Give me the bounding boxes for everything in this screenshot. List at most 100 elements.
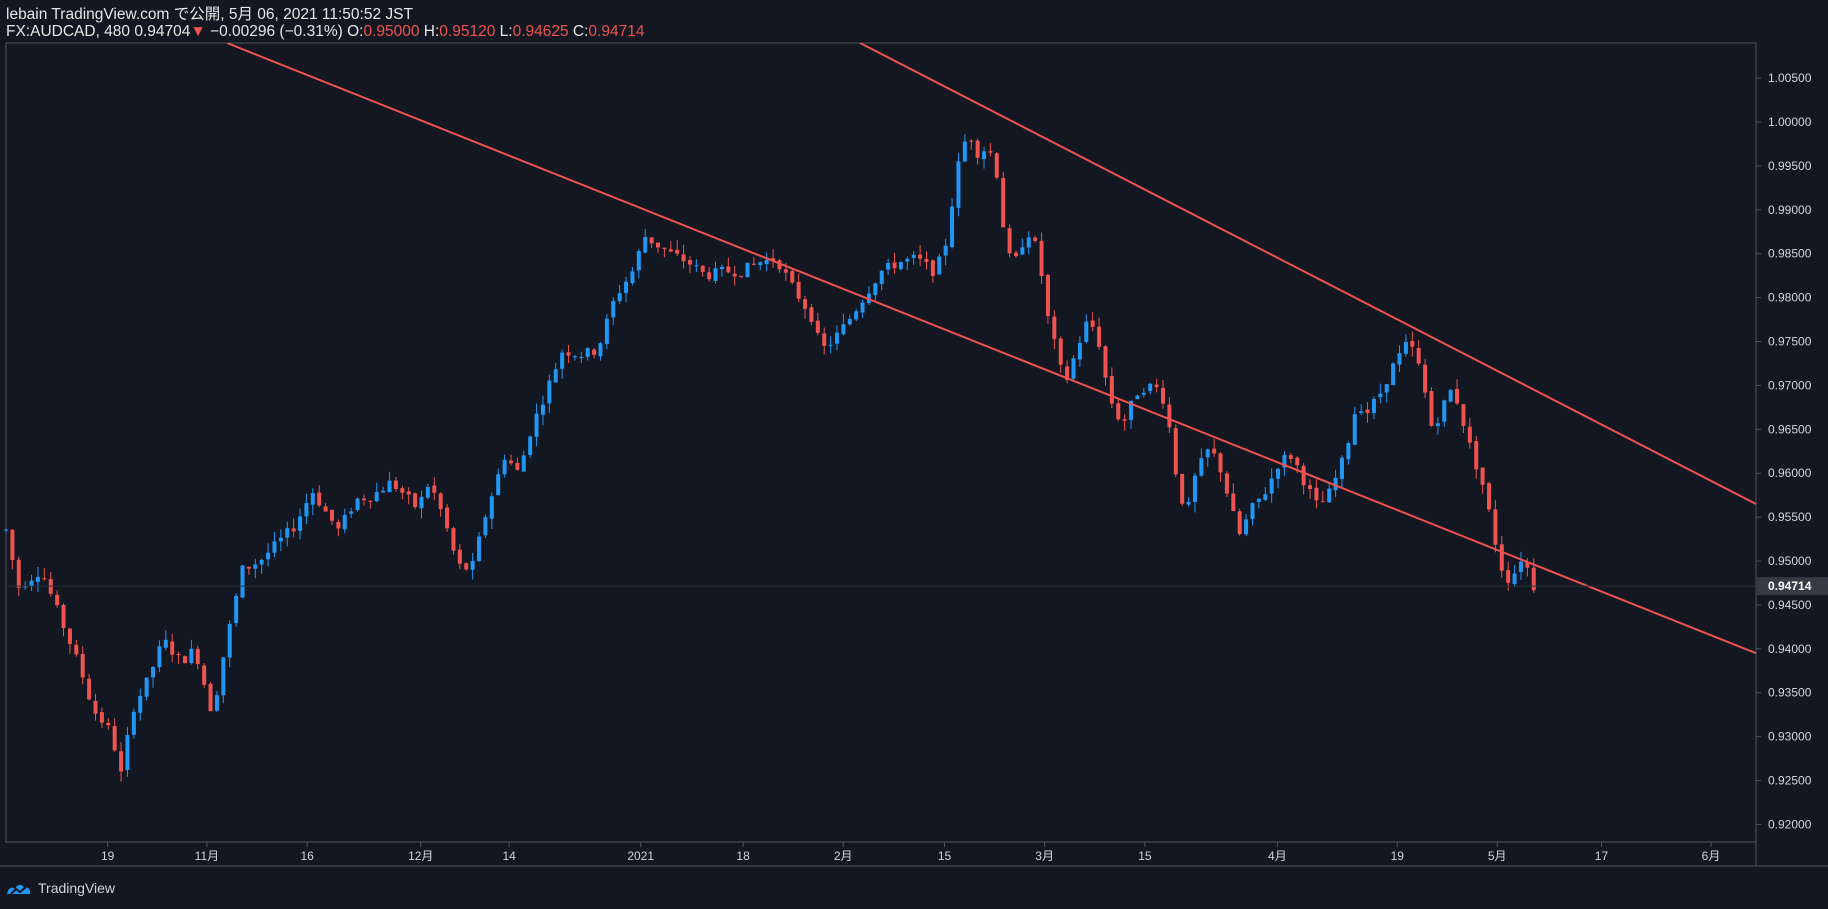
candle-body <box>208 683 213 712</box>
candle-body <box>950 206 955 248</box>
candle-body <box>886 262 891 270</box>
candle-body <box>828 344 833 346</box>
candle-body <box>374 492 379 502</box>
candle-body <box>937 256 942 275</box>
candle-body <box>1371 398 1376 413</box>
candle-body <box>1288 455 1293 460</box>
candle-body <box>611 301 616 318</box>
x-tick-label: 14 <box>502 849 516 863</box>
x-tick-label: 2021 <box>627 849 654 863</box>
candle-body <box>956 161 961 208</box>
candle-body <box>1455 389 1460 404</box>
candle-body <box>1397 353 1402 365</box>
candle-body <box>1218 453 1223 473</box>
candle-body <box>739 275 744 277</box>
candle-body <box>822 333 827 346</box>
candle-body <box>35 576 40 582</box>
x-tick-label: 19 <box>1391 849 1405 863</box>
candle-body <box>170 641 175 655</box>
candle-body <box>930 260 935 277</box>
candle-body <box>438 493 443 510</box>
candle-body <box>732 273 737 277</box>
candle-body <box>662 247 667 250</box>
candle-body <box>624 281 629 293</box>
candle-body <box>528 436 533 455</box>
candle-body <box>1352 414 1357 445</box>
candle-body <box>221 657 226 696</box>
candle-body <box>681 254 686 262</box>
candle-body <box>1058 338 1063 365</box>
y-tick-label: 1.00000 <box>1768 115 1812 129</box>
y-tick-label: 1.00500 <box>1768 71 1812 85</box>
plot-border <box>5 42 1757 843</box>
candle-body <box>1429 391 1434 426</box>
candle-body <box>1461 404 1466 426</box>
x-tick-label: 12月 <box>408 849 433 863</box>
candle-body <box>1480 467 1485 485</box>
candle-body <box>1442 400 1447 422</box>
candle-body <box>1384 384 1389 393</box>
candle-body <box>521 455 526 472</box>
candle-body <box>304 503 309 517</box>
candle-body <box>240 565 245 598</box>
candle-body <box>668 249 673 252</box>
tradingview-footer[interactable]: TradingView <box>6 880 115 896</box>
candle-body <box>144 677 149 697</box>
candle-body <box>1020 247 1025 255</box>
candle-body <box>1097 326 1102 347</box>
y-tick-label: 0.94500 <box>1768 598 1812 612</box>
candle-body <box>355 498 360 511</box>
candle-body <box>1116 403 1121 420</box>
candle-body <box>1090 320 1095 327</box>
low-value: 0.94625 <box>512 23 569 40</box>
candle-body <box>1173 428 1178 475</box>
candle-body <box>23 586 28 588</box>
candle-body <box>687 259 692 265</box>
candle-body <box>393 480 398 489</box>
y-tick-label: 0.99500 <box>1768 159 1812 173</box>
candle-body <box>719 266 724 270</box>
candle-body <box>1084 321 1089 342</box>
candle-body <box>1378 393 1383 398</box>
candle-body <box>694 265 699 267</box>
candle-body <box>700 265 705 272</box>
candle-body <box>285 528 290 538</box>
candle-body <box>310 493 315 505</box>
y-tick-label: 0.94000 <box>1768 642 1812 656</box>
candle-body <box>1199 458 1204 476</box>
candle-body <box>841 324 846 335</box>
candle-body <box>176 654 181 656</box>
x-tick-label: 5月 <box>1488 849 1507 863</box>
candle-body <box>1448 390 1453 402</box>
candle-body <box>1103 346 1108 378</box>
candle-body <box>809 307 814 322</box>
candle-body <box>553 369 558 383</box>
candle-body <box>994 153 999 178</box>
candle-body <box>400 488 405 493</box>
candle-body <box>1416 347 1421 364</box>
candle-body <box>643 236 648 253</box>
candle-body <box>464 563 469 570</box>
candle-body <box>1493 509 1498 545</box>
candle-body <box>266 552 271 560</box>
candle-body <box>854 311 859 320</box>
candle-body <box>1077 342 1082 360</box>
candle-body <box>1403 342 1408 354</box>
candle-body <box>1474 441 1479 470</box>
candle-body <box>125 735 130 771</box>
candle-body <box>1359 411 1364 413</box>
candle-body <box>1033 237 1038 241</box>
candle-body <box>1052 316 1057 340</box>
candle-body <box>1045 274 1050 316</box>
candle-body <box>42 578 47 580</box>
close-label: C: <box>572 23 589 40</box>
symbol-label[interactable]: FX:AUDCAD, 480 <box>6 23 131 40</box>
candle-body <box>1263 494 1268 500</box>
y-tick-label: 0.96500 <box>1768 422 1812 436</box>
candle-body <box>342 514 347 530</box>
candle-body <box>598 343 603 357</box>
candle-body <box>579 356 584 358</box>
candle-body <box>67 628 72 644</box>
candle-body <box>847 318 852 325</box>
